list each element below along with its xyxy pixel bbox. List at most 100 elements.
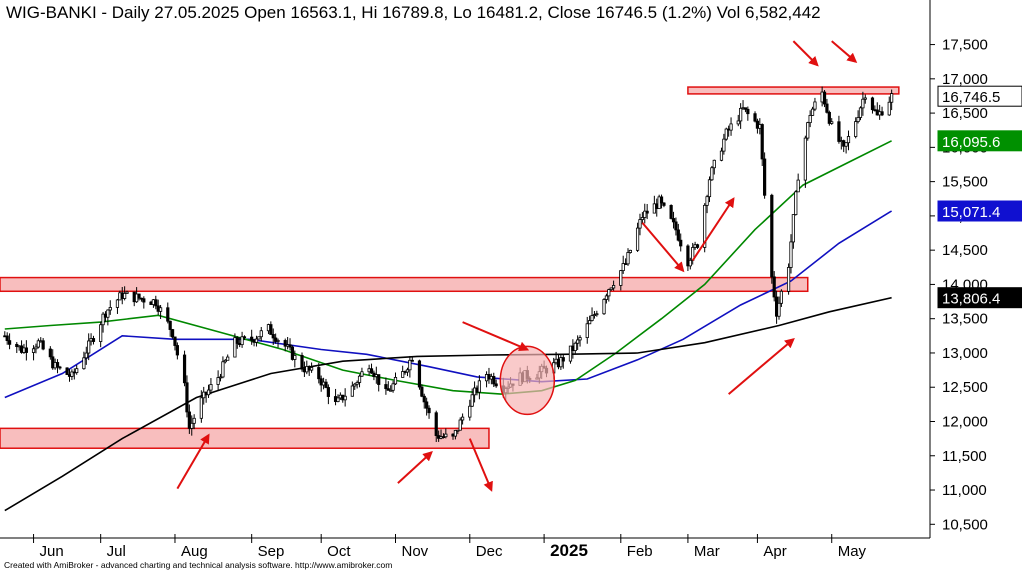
last-value-tag (937, 287, 1022, 309)
price-bar-down (235, 337, 239, 344)
price-bar-down (679, 239, 683, 247)
price-bar-down (422, 395, 426, 403)
price-bar-down (662, 202, 666, 206)
price-bar-down (772, 276, 776, 298)
price-bar-down (880, 111, 884, 116)
y-tick-label: 17,500 (942, 37, 988, 54)
price-bar-down (561, 357, 565, 362)
price-bar-up (803, 137, 807, 181)
price-bar-up (389, 389, 393, 392)
x-tick-label: Mar (694, 543, 720, 560)
price-bar-up (70, 371, 74, 377)
x-tick-label: Aug (181, 543, 208, 560)
price-bar-up (863, 97, 867, 100)
price-bar-up (573, 342, 577, 351)
moving-average-line (4, 296, 892, 512)
annotation-arrow (691, 197, 735, 261)
x-tick-label: Feb (627, 543, 653, 560)
price-bar-down (763, 158, 767, 196)
price-bar-up (791, 214, 795, 243)
price-bar-up (796, 179, 800, 193)
price-bar-up (786, 267, 791, 292)
price-bar-up (568, 345, 573, 362)
price-bar-up (707, 179, 712, 198)
annotation-arrow (468, 438, 493, 492)
price-bar-up (789, 241, 793, 268)
price-bar-up (810, 108, 815, 116)
price-bar-up (628, 249, 632, 253)
price-bar-down (825, 103, 829, 113)
price-bar-up (588, 320, 592, 325)
price-bar-up (712, 159, 716, 169)
price-bar-down (7, 340, 12, 345)
price-bar-up (858, 107, 863, 118)
price-bar-down (417, 360, 422, 388)
price-bar-down (671, 218, 676, 223)
price-bar-down (837, 121, 841, 142)
price-bar-up (125, 291, 129, 294)
x-tick-label: Jul (107, 543, 126, 560)
annotation-arrow (462, 321, 530, 352)
price-bar-up (856, 117, 860, 122)
moving-averages (4, 140, 893, 512)
annotation-arrow (641, 222, 685, 273)
price-bar-up (456, 429, 460, 432)
last-value-tag-label: 13,806.4 (942, 291, 1000, 308)
annotation-arrow (728, 337, 795, 395)
price-bar-up (336, 397, 340, 402)
price-bar-up (223, 359, 227, 363)
annotation-arrow (792, 40, 819, 67)
price-bar-up (254, 338, 259, 343)
price-bar-down (250, 336, 254, 341)
price-bar-up (635, 227, 640, 251)
price-bar-down (369, 368, 374, 374)
price-bar-down (770, 194, 774, 278)
price-bar-up (585, 323, 589, 339)
price-bar-down (271, 334, 275, 339)
price-bar-up (703, 204, 707, 248)
last-value-tag-label: 16,746.5 (942, 89, 1000, 106)
x-tick-label: May (838, 543, 867, 560)
price-bar-up (99, 324, 103, 342)
price-bar-up (293, 354, 297, 360)
highlight-circle (499, 345, 556, 416)
price-bar-up (108, 307, 112, 311)
x-axis: Jun Jul Aug Sep Oct Nov Dec 2025 Feb Mar Apr May (33, 534, 867, 560)
moving-average-line (4, 140, 892, 395)
y-tick-label: 17,000 (942, 71, 988, 88)
y-tick-label: 13,500 (942, 311, 988, 328)
price-bar-up (84, 352, 88, 359)
price-bar-up (408, 359, 412, 371)
price-bar-down (166, 307, 170, 322)
price-bar-up (777, 302, 781, 317)
price-bar-up (643, 210, 647, 218)
y-tick-label: 11,500 (942, 448, 987, 465)
price-bar-up (830, 121, 834, 124)
price-bar-up (813, 101, 817, 110)
price-bar-up (453, 430, 458, 437)
price-bar-down (283, 340, 287, 347)
price-bar-up (710, 167, 714, 181)
price-bar-down (142, 298, 146, 303)
price-bar-down (326, 387, 330, 397)
price-bar-up (221, 361, 225, 378)
price-bar-down (41, 340, 45, 350)
price-bar-down (55, 362, 60, 368)
price-bar-up (233, 337, 237, 358)
price-bar-up (729, 123, 733, 131)
price-bar-down (288, 344, 292, 348)
footer-credit: Created with AmiBroker - advanced charti… (4, 560, 392, 570)
price-bar-up (357, 375, 362, 383)
price-bar-down (58, 366, 62, 369)
price-bar-up (722, 138, 726, 152)
last-value-tag (937, 130, 1022, 152)
price-bar-up (101, 313, 105, 326)
price-bar-up (350, 385, 354, 397)
price-bar-down (494, 383, 498, 387)
price-bar-up (444, 433, 448, 438)
price-bar-down (827, 111, 831, 124)
price-bar-down (377, 374, 381, 385)
price-bar-down (185, 382, 189, 413)
price-bar-down (175, 345, 179, 356)
price-bar-up (353, 383, 357, 387)
